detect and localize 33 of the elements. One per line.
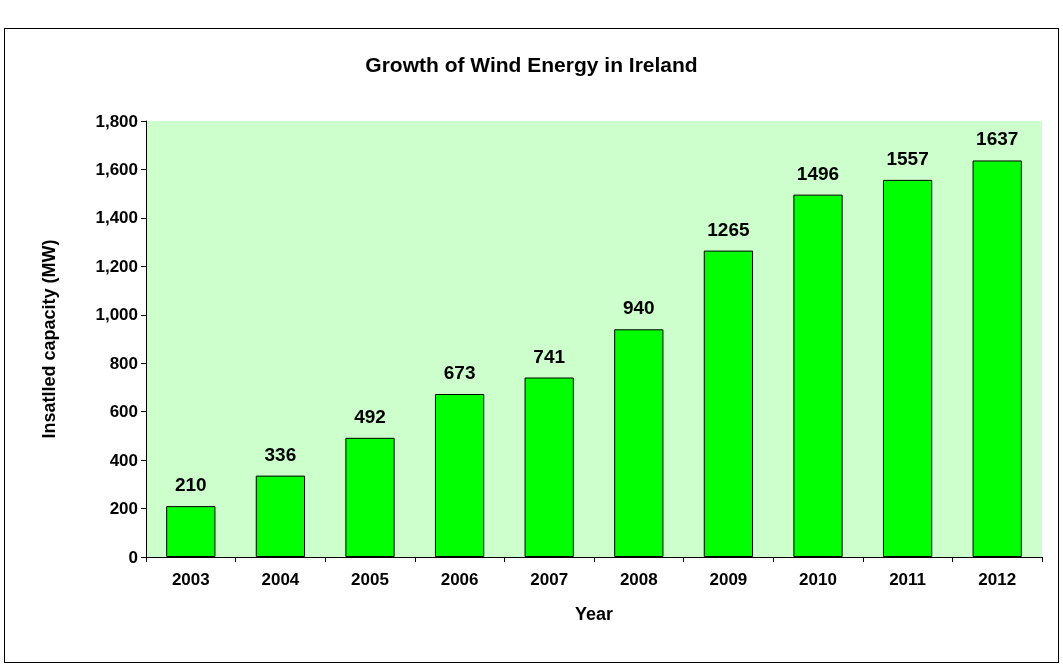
- x-tick-label: 2011: [889, 570, 927, 589]
- y-tick-label: 1,800: [95, 111, 138, 131]
- x-tick-label: 2005: [351, 570, 389, 589]
- x-tick-label: 2010: [799, 570, 837, 589]
- data-label: 336: [264, 443, 297, 465]
- chart-title: Growth of Wind Energy in Ireland: [365, 53, 698, 76]
- data-label: 1496: [796, 162, 840, 184]
- y-axis-title: Insatlled capacity (MW): [39, 239, 59, 439]
- x-tick-label: 2003: [171, 570, 210, 589]
- data-label: 1557: [886, 147, 929, 169]
- y-tick-label: 0: [128, 547, 138, 567]
- y-tick-label: 600: [109, 402, 138, 422]
- x-tick-label: 2004: [261, 570, 300, 589]
- x-tick-label: 2009: [709, 570, 748, 589]
- y-tick-label: 400: [109, 450, 138, 470]
- y-tick-label: 800: [109, 353, 138, 373]
- y-tick-label: 1,000: [95, 305, 138, 325]
- data-label: 210: [174, 474, 207, 496]
- x-tick-label: 2006: [440, 570, 479, 589]
- data-label: 741: [533, 345, 566, 367]
- data-label: 940: [622, 297, 655, 319]
- y-tick-label: 1,600: [95, 159, 138, 179]
- x-tick-label: 2007: [530, 570, 569, 589]
- x-tick-label: 2008: [619, 570, 658, 589]
- data-label: 1265: [707, 218, 750, 240]
- y-tick-label: 200: [109, 499, 138, 519]
- x-tick-label: 2012: [978, 570, 1017, 589]
- data-label: 1637: [976, 128, 1019, 150]
- x-axis-title: Year: [574, 604, 614, 624]
- data-label: 673: [443, 361, 476, 383]
- y-tick-label: 1,200: [95, 256, 138, 276]
- y-tick-label: 1,400: [95, 208, 138, 228]
- data-label: 492: [354, 405, 386, 427]
